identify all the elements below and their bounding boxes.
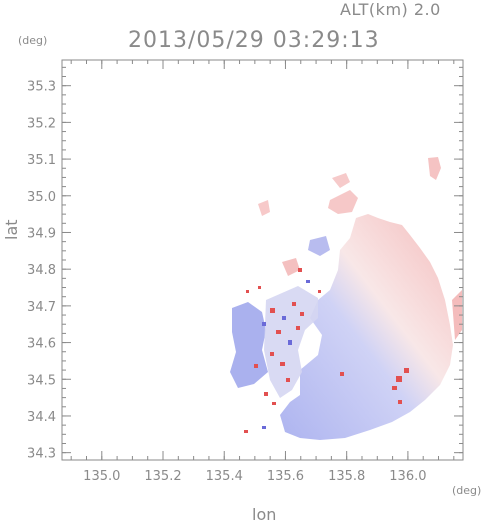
y-tick-label: 34.6 <box>27 337 56 352</box>
altitude-label: ALT(km) 2.0 <box>340 0 441 19</box>
y-tick-label: 35.1 <box>27 153 56 168</box>
y-tick-label: 35.0 <box>27 190 56 205</box>
echo-east-edge <box>452 290 462 340</box>
echo-north-streak <box>332 173 350 188</box>
x-tick-label: 135.6 <box>267 469 304 484</box>
y-tick-label: 35.3 <box>27 80 56 95</box>
x-tick-label: 135.4 <box>206 469 243 484</box>
echo-ne-blob <box>328 190 358 214</box>
lon-axis-label: lon <box>252 505 277 524</box>
x-tick-label: 135.0 <box>83 469 120 484</box>
echo-field <box>230 157 462 440</box>
y-tick-label: 35.2 <box>27 116 56 131</box>
datetime-label: 2013/05/29 03:29:13 <box>128 28 380 53</box>
echo-ne-spur <box>428 157 441 180</box>
echo-north-pink <box>282 258 300 276</box>
lat-unit-label: (deg) <box>18 34 48 47</box>
y-tick-label: 34.5 <box>27 373 56 388</box>
echo-speckle <box>244 268 409 433</box>
y-axis-ticks: 34.3 34.4 34.5 34.6 34.7 34.8 34.9 35.0 35.1 35.2… <box>27 66 463 462</box>
y-tick-label: 34.8 <box>27 263 56 278</box>
x-axis-ticks: 135.0 135.2 135.4 135.6 135.8 136.0 <box>70 60 455 484</box>
echo-west-blue <box>230 302 268 388</box>
y-tick-label: 34.7 <box>27 300 56 315</box>
x-tick-label: 136.0 <box>389 469 426 484</box>
echo-north-blue <box>308 236 330 256</box>
lon-unit-label: (deg) <box>452 484 482 497</box>
x-tick-label: 135.8 <box>328 469 365 484</box>
x-tick-label: 135.2 <box>144 469 181 484</box>
echo-nw-pink <box>258 200 270 216</box>
y-tick-label: 34.4 <box>27 410 56 425</box>
y-tick-label: 34.3 <box>27 447 56 462</box>
y-tick-label: 34.9 <box>27 226 56 241</box>
echo-main <box>280 214 453 440</box>
